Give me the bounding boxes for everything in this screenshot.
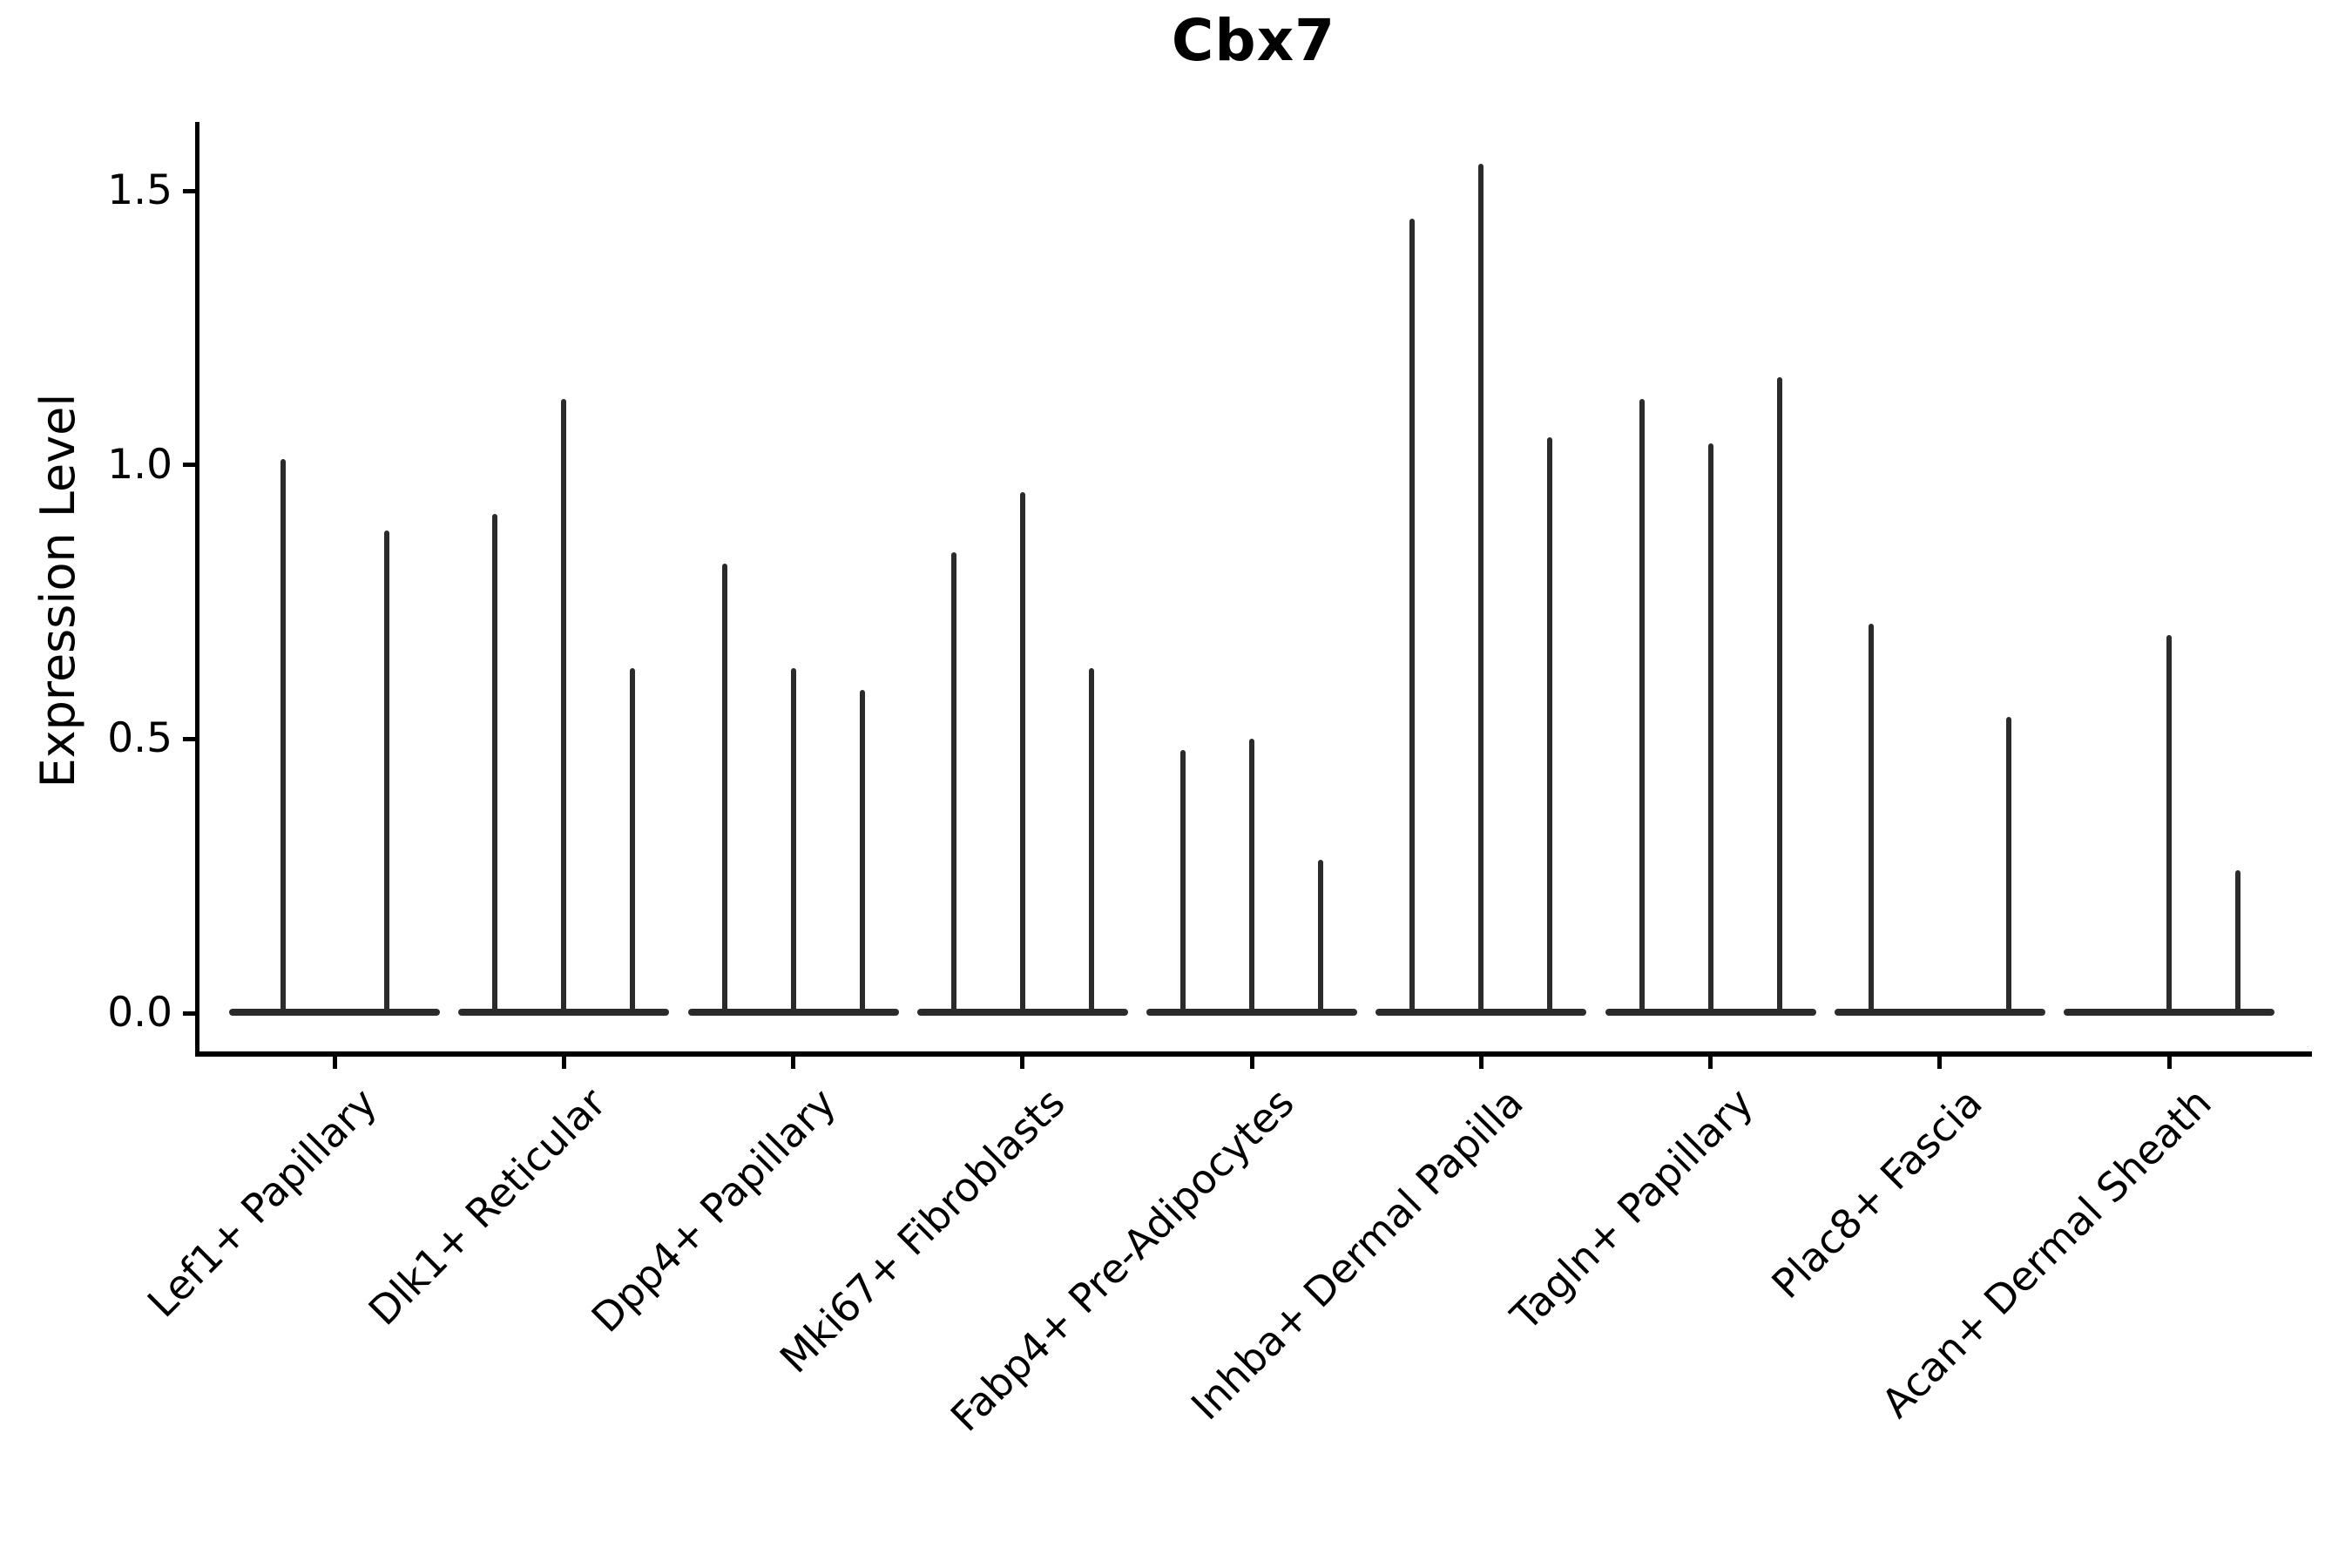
x-tick-label: Dlk1+ Reticular [359, 1078, 616, 1335]
y-tick-label: 0.0 [107, 989, 172, 1037]
violin-baseline [687, 1009, 899, 1016]
violin-baseline [1605, 1009, 1816, 1016]
x-tick-label: Inhba+ Dermal Papilla [1182, 1078, 1533, 1429]
x-tick-label: Lef1+ Papillary [138, 1078, 386, 1327]
y-tick-mark [183, 1010, 195, 1016]
x-tick-mark [1249, 1057, 1254, 1069]
violin-spike [1318, 859, 1323, 1012]
x-tick-label: Mki67+ Fibroblasts [770, 1078, 1074, 1382]
y-tick-mark [183, 463, 195, 468]
x-tick-label: Plac8+ Fascia [1762, 1078, 1991, 1308]
violin-spike [280, 459, 286, 1012]
x-tick-mark [2166, 1057, 2172, 1069]
x-tick-mark [791, 1057, 795, 1069]
violin-spike [859, 689, 865, 1012]
y-tick-label: 1.5 [107, 166, 172, 215]
x-tick-mark [1478, 1057, 1484, 1069]
violin-spike [1639, 399, 1645, 1012]
violin-spike [1088, 667, 1094, 1012]
x-tick-mark [1937, 1057, 1943, 1069]
x-tick-mark [561, 1057, 566, 1069]
violin-spike [492, 514, 498, 1012]
violin-baseline [1146, 1009, 1357, 1016]
violin-spike [1776, 377, 1782, 1012]
violin-spike [1019, 492, 1025, 1012]
violin-spike [790, 667, 796, 1012]
x-tick-label: Tagln+ Papillary [1501, 1078, 1762, 1340]
violin-baseline [1375, 1009, 1587, 1016]
x-tick-mark [1708, 1057, 1713, 1069]
violin-spike [1868, 624, 1874, 1012]
violin-spike [2235, 870, 2240, 1012]
violin-spike [2166, 634, 2172, 1012]
violin-spike [561, 399, 567, 1012]
violin-spike [1707, 443, 1713, 1012]
violin-baseline [2064, 1009, 2274, 1016]
chart-title: Cbx7 [1171, 7, 1336, 74]
x-tick-label: Fabp4+ Pre-Adipocytes [941, 1078, 1303, 1441]
x-axis-spine [195, 1051, 2312, 1057]
violin-spike [2005, 717, 2011, 1012]
violin-spike [950, 552, 956, 1012]
x-tick-mark [332, 1057, 337, 1069]
y-tick-mark [183, 736, 195, 741]
x-tick-label: Dpp4+ Papillary [582, 1078, 845, 1342]
violin-spike [1409, 218, 1416, 1012]
violin-spike [1478, 163, 1484, 1012]
violin-baseline [1834, 1009, 2045, 1016]
violin-spike [383, 531, 389, 1012]
y-axis-spine [195, 122, 199, 1057]
y-tick-label: 1.0 [107, 440, 172, 489]
violin-baseline [229, 1009, 440, 1016]
y-tick-label: 0.5 [107, 714, 172, 763]
violin-spike [1249, 739, 1254, 1012]
violin-spike [721, 563, 727, 1012]
violin-spike [1547, 437, 1553, 1012]
violin-baseline [458, 1009, 670, 1016]
violin-baseline [916, 1009, 1128, 1016]
y-tick-mark [183, 188, 195, 193]
x-tick-label: Acan+ Dermal Sheath [1872, 1078, 2220, 1427]
violin-spike [1180, 749, 1186, 1012]
x-tick-mark [1020, 1057, 1025, 1069]
violin-spike [630, 667, 636, 1012]
